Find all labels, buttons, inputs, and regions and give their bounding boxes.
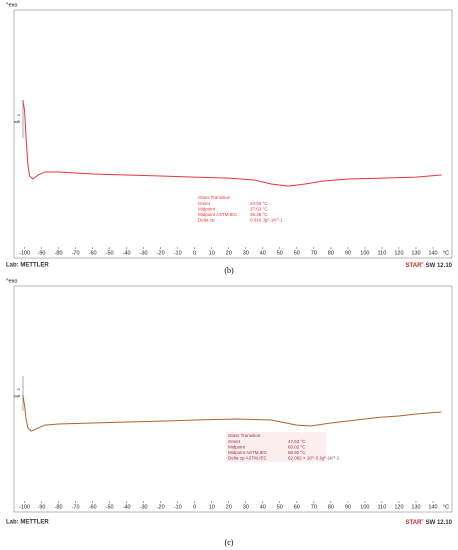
footer-version: SW 12.10	[426, 520, 453, 526]
x-tick-label: 120	[394, 250, 403, 256]
x-tick-label: 40	[260, 504, 266, 510]
x-tick-label: 130	[411, 504, 420, 510]
x-tick-label: 110	[378, 504, 387, 510]
annotation-box	[226, 432, 326, 462]
x-tick-label: -20	[157, 504, 165, 510]
annotation-value: 0.316 Jg^-1K^-1	[250, 218, 283, 223]
x-tick-label: 30	[243, 504, 249, 510]
x-tick-label: -10	[174, 504, 182, 510]
x-tick-label: -20	[157, 250, 165, 256]
x-tick-label: -100	[19, 504, 30, 510]
annotation-label: Onset	[198, 201, 211, 206]
x-tick-label: 0	[193, 250, 196, 256]
annotation-title: Glass Transition	[228, 433, 261, 438]
x-tick-label: -30	[140, 504, 148, 510]
x-tick-label: -100	[19, 250, 30, 256]
x-tick-label: 40	[260, 250, 266, 256]
x-tick-label: -30	[140, 250, 148, 256]
x-tick-label: 130	[411, 250, 420, 256]
x-tick-label: 80	[328, 250, 334, 256]
x-tick-label: 50	[277, 250, 283, 256]
annotation-label: Onset	[228, 439, 241, 444]
x-tick-label: 140	[428, 250, 437, 256]
x-tick-label: -90	[38, 250, 46, 256]
footer-left: Lab: METTLER	[6, 263, 49, 269]
x-tick-label: 70	[311, 504, 317, 510]
x-tick-label: -70	[72, 250, 80, 256]
x-tick-label: -70	[72, 504, 80, 510]
x-tick-label: 100	[360, 250, 369, 256]
x-tick-label: -40	[123, 250, 131, 256]
x-tick-label: -40	[123, 504, 131, 510]
x-tick-label: -60	[89, 504, 97, 510]
annotation-value: 47.53 °C	[288, 439, 306, 444]
exo-label: ^exo	[6, 2, 17, 8]
annotation-label: Midpoint ASTM,IEC	[228, 450, 268, 455]
x-tick-label: -10	[174, 250, 182, 256]
annotation-label: Midpoint	[228, 444, 246, 449]
x-tick-label: -50	[106, 504, 114, 510]
scale-unit: mW	[14, 394, 21, 398]
plot-frame	[13, 9, 453, 259]
x-tick-label: -60	[89, 250, 97, 256]
x-tick-label: -90	[38, 504, 46, 510]
annotation-label: Delta cp ASTM,IEC	[228, 456, 268, 461]
x-tick-label: 110	[378, 250, 387, 256]
x-tick-label: 60	[294, 250, 300, 256]
x-tick-label: 10	[209, 504, 215, 510]
x-tick-label: 10	[209, 250, 215, 256]
x-tick-label: 90	[345, 504, 351, 510]
annotation-value: 23.00 °C	[250, 201, 268, 206]
footer-version: SW 12.10	[426, 263, 453, 269]
footer-right: STAReSW 12.10	[406, 260, 453, 269]
x-tick-label: 60	[294, 504, 300, 510]
x-unit: °C	[443, 504, 449, 510]
footer-brand-sup: e	[421, 260, 424, 265]
footer-brand: STAR	[406, 520, 423, 526]
annotation-value: 60.02 °C	[288, 444, 306, 449]
annotation-label: Midpoint	[198, 206, 216, 211]
footer-right: STAReSW 12.10	[406, 517, 453, 526]
x-tick-label: 70	[311, 250, 317, 256]
x-tick-label: 0	[193, 504, 196, 510]
caption: (b)	[224, 266, 234, 275]
footer-brand: STAR	[406, 263, 423, 269]
x-tick-label: 20	[226, 250, 232, 256]
x-tick-label: -80	[55, 250, 63, 256]
x-unit: °C	[443, 250, 449, 256]
annotation-label: Midpoint ASTM,IEC	[198, 212, 238, 217]
exo-label: ^exo	[6, 278, 17, 284]
footer-left: Lab: METTLER	[6, 520, 49, 526]
plot-frame	[13, 285, 453, 513]
scale-value: 2	[16, 113, 21, 116]
scale-unit: mW	[14, 120, 21, 124]
annotation-label: Delta cp	[198, 218, 215, 223]
x-tick-label: 20	[226, 504, 232, 510]
x-tick-label: 30	[243, 250, 249, 256]
curve	[22, 394, 442, 432]
annotation-value: 62.082 × 10^-3 Jg^-1K^-1	[288, 456, 340, 461]
x-tick-label: 50	[277, 504, 283, 510]
x-tick-label: 140	[428, 504, 437, 510]
curve	[22, 99, 442, 187]
x-tick-label: 80	[328, 504, 334, 510]
annotation-value: 37.63 °C	[250, 206, 268, 211]
annotation-title: Glass Transition	[198, 195, 231, 200]
scale-value: 2	[16, 388, 21, 391]
x-tick-label: -80	[55, 504, 63, 510]
footer-brand-sup: e	[421, 517, 424, 522]
x-tick-label: 90	[345, 250, 351, 256]
annotation-value: 36.38 °C	[250, 212, 268, 217]
caption: (c)	[225, 538, 234, 547]
x-tick-label: 100	[360, 504, 369, 510]
x-tick-label: -50	[106, 250, 114, 256]
annotation-value: 56.92 °C	[288, 450, 306, 455]
x-tick-label: 120	[394, 504, 403, 510]
